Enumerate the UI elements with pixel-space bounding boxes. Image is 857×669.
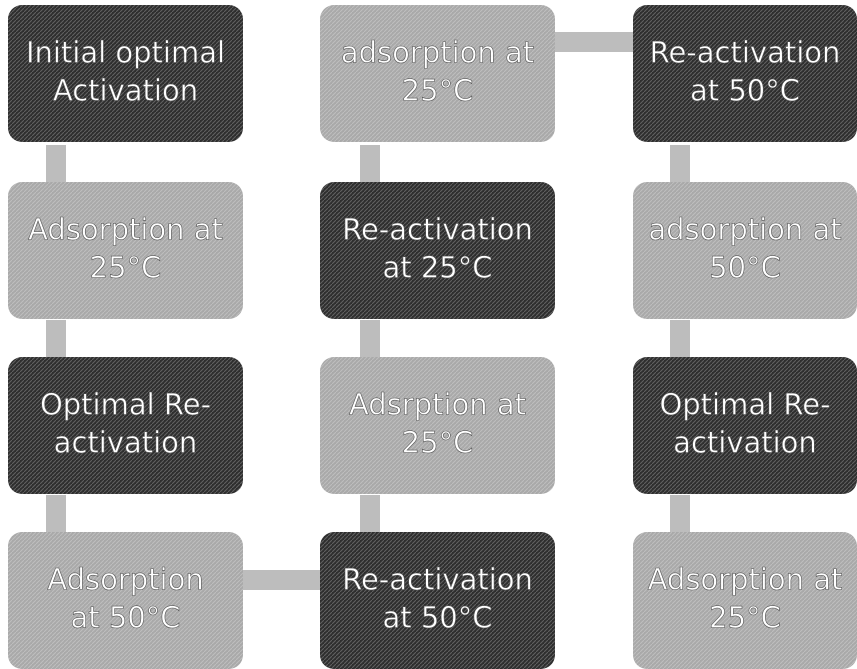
node-label: Re-activation (650, 36, 841, 70)
node: Adsorption at 25°C (8, 182, 243, 319)
node-label: Activation (53, 74, 198, 108)
connector (670, 320, 690, 357)
node-label: Adsrption at (349, 388, 526, 422)
connector (670, 495, 690, 532)
node-label: at 50°C (690, 74, 800, 108)
node-label: adsorption at (341, 36, 534, 70)
node-label: Re-activation (342, 213, 533, 247)
node: adsorption at 50°C (633, 182, 857, 319)
node-label: 25°C (90, 251, 162, 285)
connector (360, 320, 380, 357)
connector (243, 570, 320, 590)
node-label: 25°C (709, 601, 781, 635)
connector (360, 495, 380, 532)
node-hatch (320, 5, 555, 142)
node-hatch (8, 5, 243, 142)
node-hatch (8, 182, 243, 319)
node-label: Optimal Re- (40, 388, 211, 422)
node-label: at 50°C (70, 601, 180, 635)
connector (46, 495, 66, 532)
node-label: Initial optimal (26, 36, 225, 70)
connector (670, 145, 690, 182)
node: Re-activation at 25°C (320, 182, 555, 319)
node-label: Re-activation (342, 563, 533, 597)
node-hatch (633, 532, 857, 669)
node-label: at 25°C (382, 251, 492, 285)
node-label: 50°C (709, 251, 781, 285)
node-label: Optimal Re- (659, 388, 830, 422)
node-label: Adsorption at (648, 563, 843, 597)
node: Adsrption at 25°C (320, 357, 555, 494)
node: Optimal Re-activation (8, 357, 243, 494)
connector (555, 32, 633, 52)
node-label: Adsorption at (28, 213, 223, 247)
node: Re-activation at 50°C (633, 5, 857, 142)
node-label: 25°C (402, 426, 474, 460)
node-label: 25°C (402, 74, 474, 108)
node: Adsorption at 25°C (633, 532, 857, 669)
node-hatch (633, 182, 857, 319)
node: adsorption at 25°C (320, 5, 555, 142)
node-hatch (633, 5, 857, 142)
node-hatch (320, 532, 555, 669)
node-label: activation (54, 426, 198, 460)
node-hatch (8, 532, 243, 669)
connector (360, 145, 380, 182)
node-label: activation (673, 426, 817, 460)
connector (46, 145, 66, 182)
node-hatch (633, 357, 857, 494)
node-label: at 50°C (382, 601, 492, 635)
node-hatch (320, 182, 555, 319)
node: Re-activation at 50°C (320, 532, 555, 669)
connectors (46, 32, 690, 590)
node: Adsorption at 50°C (8, 532, 243, 669)
node-label: adsorption at (648, 213, 841, 247)
node-label: Adsorption (47, 563, 203, 597)
connector (46, 320, 66, 357)
node: Initial optimal Activation (8, 5, 243, 142)
node-hatch (320, 357, 555, 494)
node: Optimal Re-activation (633, 357, 857, 494)
node-hatch (8, 357, 243, 494)
